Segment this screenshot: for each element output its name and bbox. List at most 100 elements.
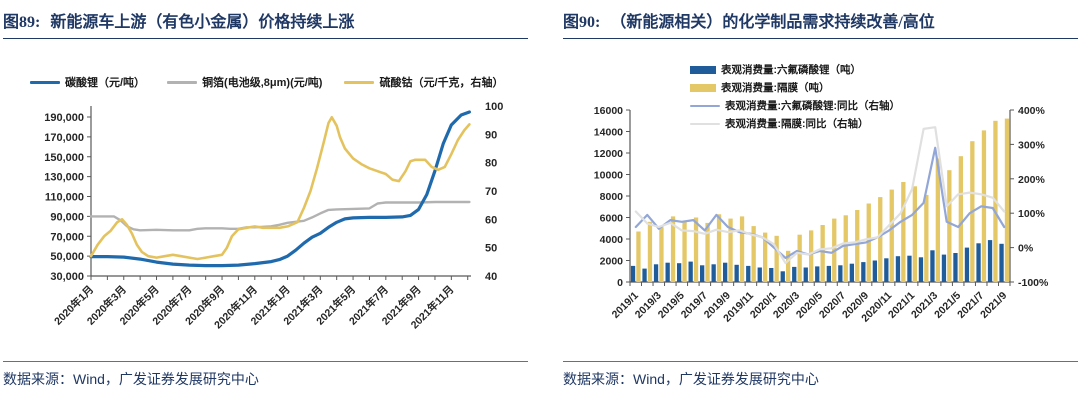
bar (670, 216, 676, 282)
bar (682, 221, 687, 282)
axis-label: 70,000 (50, 231, 84, 243)
fig89-source: 数据来源：Wind，广发证券发展研究中心 (3, 371, 259, 387)
bar (820, 225, 825, 282)
fig90-title-prefix: 图90: (563, 14, 601, 31)
fig89-title-prefix: 图89: (3, 14, 41, 31)
bar (711, 264, 716, 282)
bar (930, 250, 935, 282)
panel-fig89: 图89: 新能源车上游（有色小金属）价格持续上涨 碳酸锂（元/吨） 铜箔(电池级,… (3, 8, 532, 387)
legend-label: 表观消费量:六氟磷酸锂（吨） (721, 64, 861, 76)
bar (901, 182, 906, 282)
bar (826, 265, 831, 282)
fig90-combo-chart: 16000 14000 12000 10000 8000 6000 4000 2000 0 400… (594, 105, 1049, 325)
legend-line-swatch (690, 122, 720, 125)
axis-label: 2000 (600, 256, 624, 268)
axis-label: 16000 (594, 105, 623, 117)
bar (653, 264, 659, 282)
axis-label: 50,000 (50, 251, 84, 263)
axis-label: 40 (485, 271, 497, 283)
fig89-title-row: 图89: 新能源车上游（有色小金属）价格持续上涨 (3, 8, 532, 32)
axis-label: 130,000 (44, 172, 84, 184)
bar (803, 267, 808, 282)
legend-item: 表观消费量:隔膜:同比（右轴） (690, 116, 900, 131)
fig89-title: 新能源车上游（有色小金属）价格持续上涨 (50, 14, 355, 31)
fig90-title-row: 图90: （新能源相关）的化学制品需求持续改善/高位 (563, 8, 1072, 32)
axis-label: 8000 (600, 191, 624, 203)
fig90-title: （新能源相关）的化学制品需求持续改善/高位 (610, 14, 935, 31)
axis-label: 50 (485, 243, 497, 255)
bar-series-0 (630, 240, 1004, 283)
bar (855, 210, 860, 282)
bar (630, 265, 636, 282)
bar (941, 254, 947, 282)
fig90-title-rule (563, 38, 1078, 39)
axis-label: 2021/9 (978, 290, 1009, 321)
axis-label: 190,000 (44, 112, 84, 124)
legend-item: 表观消费量:六氟磷酸锂（吨） (690, 62, 900, 77)
line-series-0 (89, 200, 471, 232)
bar (746, 265, 751, 282)
fig90-source-rule (563, 361, 1078, 362)
axis-label: 10000 (594, 170, 623, 182)
axis-label: 14000 (594, 127, 623, 139)
bar (889, 189, 894, 282)
bar (636, 231, 641, 282)
bar (739, 216, 745, 282)
legend-line-swatch (30, 80, 60, 84)
fig89-line-chart: 190,000 170,000 150,000 130,000 110,000 90,00… (44, 101, 503, 331)
bar (757, 267, 762, 282)
bar (780, 271, 785, 283)
bar (693, 217, 699, 282)
axis-label: 90,000 (50, 211, 84, 223)
fig90-legend: 表观消费量:六氟磷酸锂（吨） 表观消费量:隔膜（吨） 表观消费量:六氟磷酸锂:同比（… (690, 62, 900, 131)
bar (964, 247, 970, 282)
bar (838, 265, 843, 282)
bar (734, 264, 739, 282)
axis-label: 60 (485, 214, 497, 226)
bar (792, 266, 797, 282)
legend-item: 硫酸钴（元/千克，右轴） (344, 74, 504, 90)
fig89-title-rule (3, 38, 528, 39)
axis-label: 4000 (600, 234, 624, 246)
axis-label: 150,000 (44, 152, 84, 164)
bar (878, 197, 883, 282)
legend-item: 表观消费量:六氟磷酸锂:同比（右轴） (690, 98, 900, 113)
legend-item: 铜箔(电池级,8μm)(元/吨) (167, 74, 322, 90)
bar (642, 268, 647, 282)
bar (797, 234, 802, 282)
legend-bar-swatch (690, 65, 716, 74)
bar (751, 226, 756, 282)
bar (659, 227, 664, 282)
bar (999, 243, 1004, 282)
bar (809, 230, 814, 282)
bar (918, 257, 924, 282)
axis-label: 100 (485, 101, 503, 113)
yoy-line-1 (634, 126, 1006, 265)
bar (763, 232, 768, 282)
axis-label: 12000 (594, 148, 623, 160)
axis-label: 30,000 (50, 271, 84, 283)
line-series-1 (89, 110, 471, 268)
bar (866, 203, 871, 282)
bar (907, 255, 912, 282)
legend-label: 表观消费量:隔膜:同比（右轴） (725, 118, 869, 130)
bar (705, 222, 710, 282)
bar (861, 262, 866, 282)
legend-label: 表观消费量:六氟磷酸锂:同比（右轴） (725, 100, 900, 112)
yoy-line-0 (634, 146, 1006, 259)
bar (895, 256, 901, 282)
legend-label: 碳酸锂（元/吨） (65, 77, 146, 89)
axis-label: 300% (1018, 139, 1046, 151)
axis-label: 90 (485, 129, 497, 141)
bar (935, 158, 940, 282)
bar (953, 253, 958, 282)
bar (716, 214, 722, 282)
axis-label: 100% (1018, 208, 1046, 220)
bar (769, 268, 774, 282)
bar (688, 261, 693, 282)
bar (947, 170, 952, 282)
axis-label: 170,000 (44, 132, 84, 144)
bar (872, 260, 877, 282)
legend-line-swatch (167, 80, 198, 84)
